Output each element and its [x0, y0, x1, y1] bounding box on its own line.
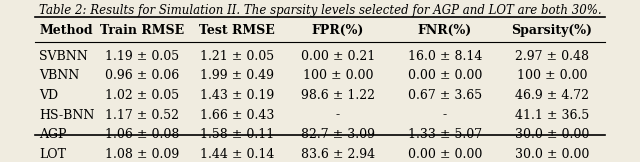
- Text: 0.00 ± 0.00: 0.00 ± 0.00: [408, 69, 482, 82]
- Text: 1.06 ± 0.08: 1.06 ± 0.08: [104, 128, 179, 141]
- Text: 1.66 ± 0.43: 1.66 ± 0.43: [200, 109, 274, 122]
- Text: 1.02 ± 0.05: 1.02 ± 0.05: [104, 89, 179, 102]
- Text: 16.0 ± 8.14: 16.0 ± 8.14: [408, 50, 482, 63]
- Text: 30.0 ± 0.00: 30.0 ± 0.00: [515, 128, 589, 141]
- Text: 100 ± 0.00: 100 ± 0.00: [516, 69, 587, 82]
- Text: FNR(%): FNR(%): [418, 24, 472, 37]
- Text: 83.6 ± 2.94: 83.6 ± 2.94: [301, 148, 375, 161]
- Text: 1.21 ± 0.05: 1.21 ± 0.05: [200, 50, 274, 63]
- Text: -: -: [443, 109, 447, 122]
- Text: Table 2: Results for Simulation II. The sparsity levels selected for AGP and LOT: Table 2: Results for Simulation II. The …: [38, 4, 602, 17]
- Text: 100 ± 0.00: 100 ± 0.00: [303, 69, 373, 82]
- Text: 30.0 ± 0.00: 30.0 ± 0.00: [515, 148, 589, 161]
- Text: Test RMSE: Test RMSE: [199, 24, 275, 37]
- Text: 0.67 ± 3.65: 0.67 ± 3.65: [408, 89, 482, 102]
- Text: 1.44 ± 0.14: 1.44 ± 0.14: [200, 148, 274, 161]
- Text: 0.96 ± 0.06: 0.96 ± 0.06: [104, 69, 179, 82]
- Text: 46.9 ± 4.72: 46.9 ± 4.72: [515, 89, 589, 102]
- Text: 0.00 ± 0.21: 0.00 ± 0.21: [301, 50, 375, 63]
- Text: 0.00 ± 0.00: 0.00 ± 0.00: [408, 148, 482, 161]
- Text: VBNN: VBNN: [39, 69, 79, 82]
- Text: 1.99 ± 0.49: 1.99 ± 0.49: [200, 69, 274, 82]
- Text: 41.1 ± 36.5: 41.1 ± 36.5: [515, 109, 589, 122]
- Text: HS-BNN: HS-BNN: [39, 109, 95, 122]
- Text: AGP: AGP: [39, 128, 67, 141]
- Text: 1.19 ± 0.05: 1.19 ± 0.05: [104, 50, 179, 63]
- Text: Method: Method: [39, 24, 93, 37]
- Text: 1.33 ± 5.07: 1.33 ± 5.07: [408, 128, 482, 141]
- Text: SVBNN: SVBNN: [39, 50, 88, 63]
- Text: 1.17 ± 0.52: 1.17 ± 0.52: [105, 109, 179, 122]
- Text: Sparsity(%): Sparsity(%): [511, 24, 592, 37]
- Text: 2.97 ± 0.48: 2.97 ± 0.48: [515, 50, 589, 63]
- Text: 1.58 ± 0.11: 1.58 ± 0.11: [200, 128, 274, 141]
- Text: 98.6 ± 1.22: 98.6 ± 1.22: [301, 89, 375, 102]
- Text: 82.7 ± 3.09: 82.7 ± 3.09: [301, 128, 375, 141]
- Text: Train RMSE: Train RMSE: [100, 24, 184, 37]
- Text: 1.08 ± 0.09: 1.08 ± 0.09: [104, 148, 179, 161]
- Text: -: -: [336, 109, 340, 122]
- Text: FPR(%): FPR(%): [312, 24, 364, 37]
- Text: 1.43 ± 0.19: 1.43 ± 0.19: [200, 89, 274, 102]
- Text: VD: VD: [39, 89, 58, 102]
- Text: LOT: LOT: [39, 148, 67, 161]
